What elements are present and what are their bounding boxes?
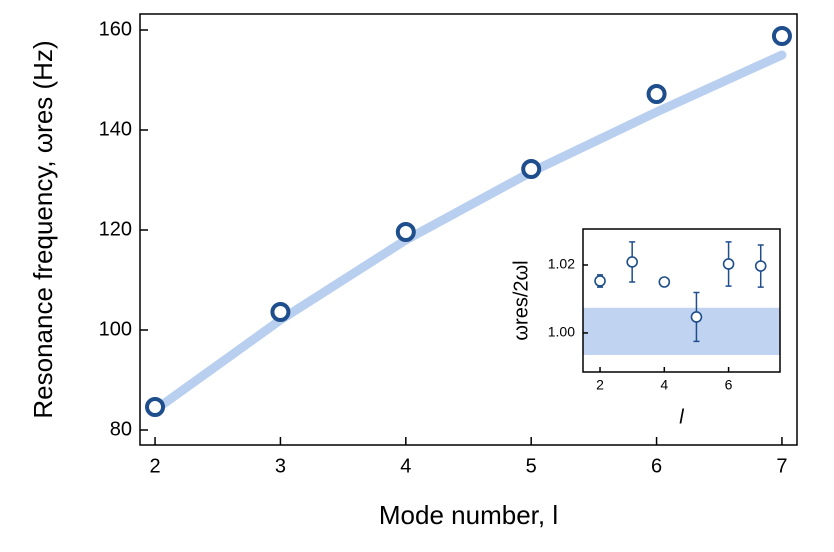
y-axis-label: ωres/2ωl: [510, 260, 532, 340]
y-tick-label: 1.00: [548, 324, 575, 340]
data-point: [754, 260, 767, 272]
data-point: [145, 397, 166, 417]
data-point: [771, 26, 792, 46]
x-tick-label: 4: [400, 455, 411, 477]
fit-line: [150, 50, 787, 415]
y-tick-label: 1.02: [548, 256, 575, 272]
data-point: [690, 311, 703, 323]
data-point: [722, 258, 735, 270]
x-axis-label: l: [679, 406, 684, 428]
data-point: [270, 302, 291, 322]
y-tick-label: 160: [99, 18, 132, 40]
x-tick-label: 3: [275, 455, 286, 477]
y-axis-label: Resonance frequency, ωres (Hz): [28, 40, 58, 418]
x-tick-label: 6: [725, 377, 733, 393]
y-tick-label: 120: [99, 218, 132, 240]
x-tick-label: 5: [526, 455, 537, 477]
data-point: [594, 275, 606, 287]
data-point: [626, 256, 638, 268]
x-tick-label: 4: [660, 377, 668, 393]
y-tick-label: 100: [99, 318, 132, 340]
x-axis-label: Mode number, l: [379, 500, 558, 530]
plot-frame: [582, 228, 781, 373]
x-tick-label: 6: [651, 455, 662, 477]
x-tick-label: 2: [596, 377, 604, 393]
x-tick-label: 7: [776, 455, 787, 477]
data-point: [521, 159, 542, 179]
reference-band: [583, 307, 780, 356]
y-tick-label: 140: [99, 118, 132, 140]
data-point: [395, 222, 416, 242]
data-point: [658, 276, 671, 288]
data-point: [646, 84, 667, 104]
x-tick-label: 2: [149, 455, 160, 477]
y-tick-label: 80: [110, 418, 132, 440]
